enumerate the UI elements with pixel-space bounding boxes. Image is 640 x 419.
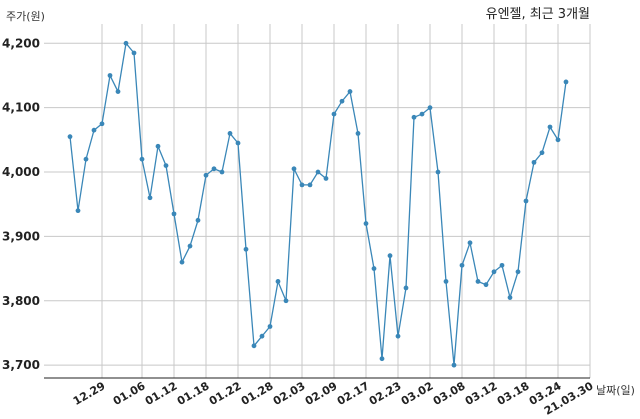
data-point bbox=[443, 279, 449, 284]
x-ticks: 12.29 01.0601.1201.1801.2201.2802.0302.09… bbox=[71, 379, 596, 418]
data-point bbox=[411, 114, 417, 120]
data-point bbox=[275, 279, 281, 284]
series-line bbox=[69, 41, 567, 366]
data-point bbox=[427, 105, 433, 111]
data-point bbox=[347, 89, 353, 94]
data-point bbox=[467, 240, 473, 246]
data-point bbox=[211, 166, 217, 172]
data-point bbox=[547, 124, 553, 130]
data-point bbox=[83, 156, 89, 162]
data-point bbox=[67, 134, 73, 140]
data-point bbox=[251, 343, 257, 349]
data-point bbox=[483, 282, 489, 288]
data-point bbox=[323, 176, 329, 181]
data-point bbox=[523, 198, 529, 204]
data-point bbox=[75, 208, 81, 214]
x-tick-label: 02.17 bbox=[335, 379, 372, 408]
data-point bbox=[299, 182, 305, 188]
data-point bbox=[539, 150, 545, 156]
grid bbox=[44, 24, 591, 378]
data-point bbox=[227, 131, 233, 136]
x-axis-label: 날짜(일) bbox=[596, 383, 635, 397]
data-point bbox=[283, 298, 289, 304]
data-point bbox=[307, 182, 313, 188]
data-point bbox=[363, 221, 369, 226]
data-point bbox=[371, 266, 377, 271]
data-point bbox=[499, 262, 505, 268]
chart-title: 유엔젤, 최근 3개월 bbox=[486, 7, 590, 22]
data-point bbox=[267, 324, 273, 329]
x-tick-label: 03.02 bbox=[399, 379, 436, 408]
data-point bbox=[419, 111, 425, 117]
data-point bbox=[123, 40, 129, 46]
x-tick-label: 01.12 bbox=[143, 379, 180, 408]
data-point bbox=[331, 111, 337, 117]
data-point bbox=[435, 169, 441, 175]
data-point bbox=[451, 362, 457, 368]
series-points bbox=[67, 40, 569, 368]
data-point bbox=[555, 137, 561, 143]
x-tick-label: 01.06 bbox=[111, 379, 148, 408]
y-axis-label: 주가(원) bbox=[6, 10, 45, 23]
y-tick-label: 4,000 bbox=[2, 165, 40, 179]
data-point bbox=[139, 156, 145, 162]
data-point bbox=[179, 259, 185, 265]
data-point bbox=[195, 217, 201, 223]
data-point bbox=[147, 195, 153, 201]
y-tick-label: 3,700 bbox=[2, 358, 40, 372]
data-point bbox=[507, 295, 513, 300]
x-tick-label: 12.29 bbox=[71, 379, 108, 408]
data-point bbox=[99, 121, 105, 127]
data-point bbox=[131, 50, 137, 56]
data-point bbox=[515, 269, 521, 275]
data-point bbox=[187, 243, 193, 249]
data-point bbox=[491, 269, 497, 275]
data-point bbox=[155, 143, 161, 149]
x-tick-label: 02.23 bbox=[367, 379, 404, 408]
x-tick-label: 01.18 bbox=[175, 379, 212, 408]
data-point bbox=[459, 262, 465, 268]
data-point bbox=[355, 131, 361, 136]
data-point bbox=[219, 169, 225, 175]
y-tick-label: 3,800 bbox=[2, 294, 40, 308]
data-point bbox=[235, 140, 241, 146]
x-tick-label: 03.12 bbox=[463, 379, 500, 408]
y-tick-label: 4,100 bbox=[2, 101, 40, 115]
data-point bbox=[163, 163, 169, 169]
data-point bbox=[395, 333, 401, 339]
data-point bbox=[475, 279, 481, 284]
data-point bbox=[563, 79, 569, 85]
y-ticks: 3,700 3,800 3,900 4,000 4,100 4,200 bbox=[2, 36, 40, 372]
x-tick-label: 03.18 bbox=[495, 379, 532, 408]
x-tick-label: 02.09 bbox=[303, 379, 340, 408]
data-point bbox=[315, 169, 321, 175]
data-point bbox=[107, 73, 113, 78]
data-point bbox=[243, 246, 249, 252]
data-point bbox=[531, 159, 537, 165]
x-tick-label: 03.08 bbox=[431, 379, 468, 408]
data-point bbox=[171, 211, 177, 217]
data-point bbox=[203, 172, 209, 178]
data-point bbox=[115, 89, 121, 94]
data-point bbox=[387, 253, 393, 259]
data-point bbox=[259, 333, 265, 339]
data-point bbox=[91, 127, 97, 133]
y-tick-label: 3,900 bbox=[2, 229, 40, 243]
y-tick-label: 4,200 bbox=[2, 36, 40, 50]
data-point bbox=[339, 98, 345, 104]
data-point bbox=[379, 356, 385, 362]
x-tick-label: 01.28 bbox=[239, 379, 276, 408]
x-tick-label: 02.03 bbox=[271, 379, 308, 408]
data-point bbox=[403, 285, 409, 291]
x-tick-label: 01.22 bbox=[207, 379, 244, 408]
data-point bbox=[291, 166, 297, 172]
